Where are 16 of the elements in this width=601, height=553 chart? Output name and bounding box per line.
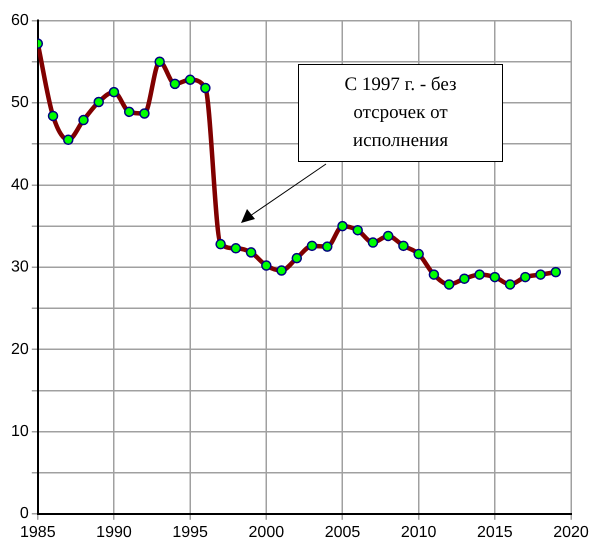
x-tick-label: 1990 xyxy=(96,524,132,541)
x-tick-label: 2020 xyxy=(553,524,589,541)
y-tick-label: 0 xyxy=(20,505,29,522)
y-tick-label: 10 xyxy=(11,423,29,440)
x-tick-label: 2015 xyxy=(477,524,513,541)
callout-box: С 1997 г. - без отсрочек от исполнения xyxy=(298,64,503,162)
y-tick-label: 40 xyxy=(11,176,29,194)
y-tick-label: 50 xyxy=(11,94,29,112)
x-tick-label: 2005 xyxy=(324,524,360,541)
y-tick-label: 20 xyxy=(11,340,29,358)
y-tick-label: 60 xyxy=(11,12,29,30)
y-tick-label: 30 xyxy=(11,258,29,276)
x-tick-label: 2000 xyxy=(248,524,284,541)
x-tick-label: 1985 xyxy=(20,524,56,541)
x-tick-label: 2010 xyxy=(400,524,437,541)
x-tick-label: 1995 xyxy=(172,524,208,541)
